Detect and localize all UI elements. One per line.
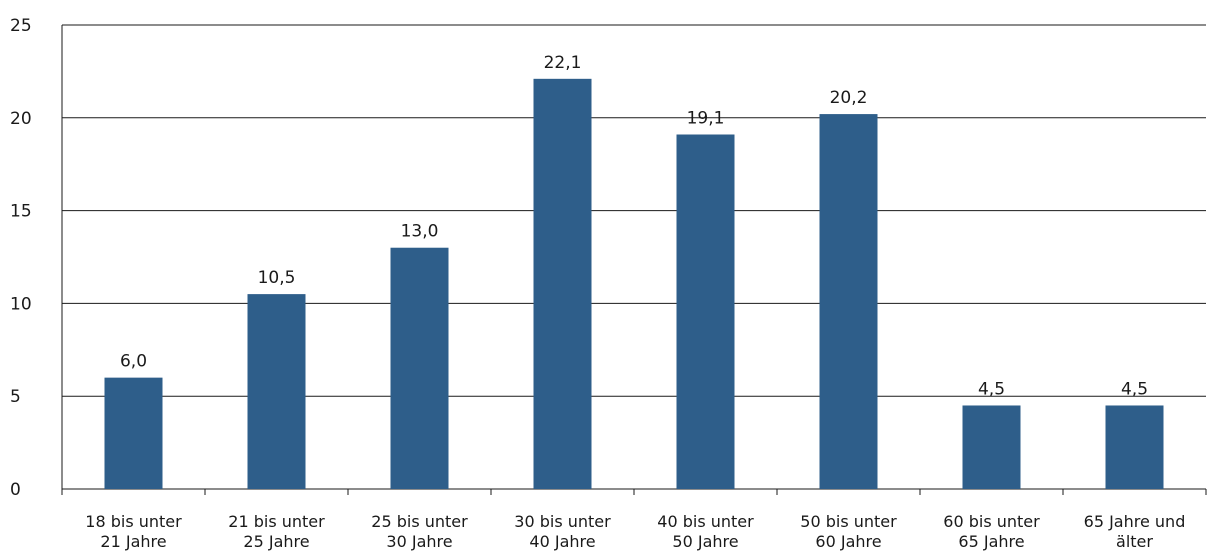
data-label: 19,1 (687, 109, 725, 129)
y-tick-label: 0 (10, 480, 21, 500)
y-tick-label: 15 (10, 202, 32, 222)
y-tick-label: 5 (10, 387, 21, 407)
bar (1105, 405, 1164, 489)
x-tick-label: 25 bis unter (371, 512, 468, 531)
x-tick-label: 65 Jahre und (1084, 512, 1186, 531)
data-label: 6,0 (120, 352, 147, 372)
bar (104, 377, 163, 489)
x-tick-label: älter (1116, 532, 1153, 551)
x-tick-label: 30 Jahre (386, 532, 452, 551)
x-tick-label: 60 Jahre (815, 532, 881, 551)
x-tick-label: 50 bis unter (800, 512, 897, 531)
x-tick-label: 21 Jahre (100, 532, 166, 551)
data-label: 4,5 (1121, 379, 1148, 399)
bar (676, 134, 735, 489)
x-tick-label: 30 bis unter (514, 512, 611, 531)
data-label: 22,1 (544, 53, 582, 73)
y-tick-label: 25 (10, 16, 32, 36)
data-label: 20,2 (830, 88, 868, 108)
data-label: 13,0 (401, 222, 439, 242)
y-tick-label: 10 (10, 294, 32, 314)
bar (390, 247, 449, 489)
bar (533, 78, 592, 489)
bar (247, 294, 306, 489)
y-tick-label: 20 (10, 109, 32, 129)
data-label: 10,5 (258, 268, 296, 288)
x-tick-label: 25 Jahre (243, 532, 309, 551)
bar (819, 114, 878, 489)
x-tick-label: 21 bis unter (228, 512, 325, 531)
x-tick-label: 40 bis unter (657, 512, 754, 531)
x-tick-label: 50 Jahre (672, 532, 738, 551)
x-tick-label: 65 Jahre (958, 532, 1024, 551)
x-tick-label: 18 bis unter (85, 512, 182, 531)
bar (962, 405, 1021, 489)
data-label: 4,5 (978, 379, 1005, 399)
x-tick-label: 40 Jahre (529, 532, 595, 551)
x-tick-label: 60 bis unter (943, 512, 1040, 531)
